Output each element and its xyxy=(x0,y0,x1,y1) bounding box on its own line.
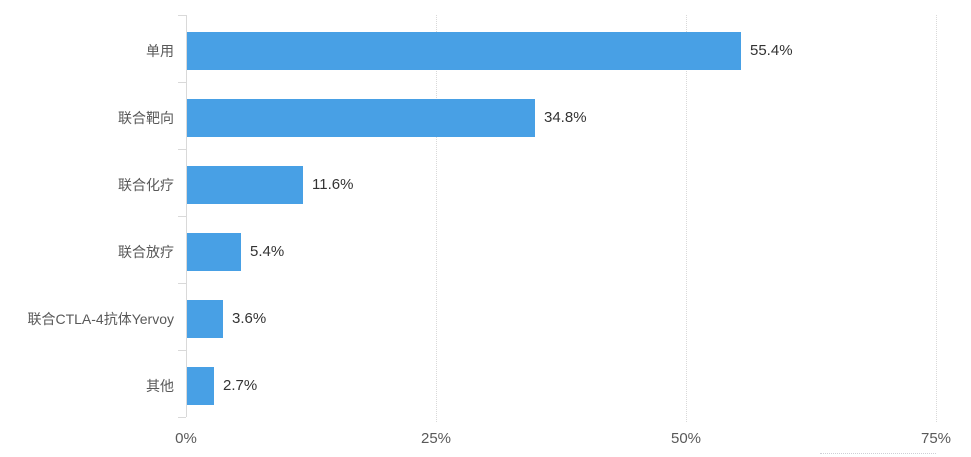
value-label: 3.6% xyxy=(232,310,267,327)
axis-tick xyxy=(178,15,186,16)
category-label: 单用 xyxy=(146,43,174,59)
x-tick-label: 0% xyxy=(175,430,197,447)
bar xyxy=(187,233,241,271)
value-label: 55.4% xyxy=(750,42,793,59)
axis-tick xyxy=(178,283,186,284)
category-label: 联合CTLA-4抗体Yervoy xyxy=(27,311,174,327)
category-label: 联合靶向 xyxy=(118,110,174,126)
category-label: 联合放疗 xyxy=(118,244,174,260)
value-label: 5.4% xyxy=(250,243,285,260)
value-label: 34.8% xyxy=(544,109,587,126)
axis-tick xyxy=(178,82,186,83)
axis-tick xyxy=(178,216,186,217)
value-label: 11.6% xyxy=(312,176,354,193)
value-label: 2.7% xyxy=(223,377,258,394)
axis-tick xyxy=(178,149,186,150)
x-tick-label: 50% xyxy=(670,430,702,447)
bar xyxy=(187,99,535,137)
y-axis-line xyxy=(186,15,187,417)
axis-tick xyxy=(178,417,186,418)
dotted-edge-line xyxy=(820,453,936,454)
x-tick-label: 75% xyxy=(920,430,952,447)
axis-tick xyxy=(178,350,186,351)
x-tick-label: 25% xyxy=(420,430,452,447)
bar xyxy=(187,32,741,70)
category-label: 联合化疗 xyxy=(118,177,174,193)
bar xyxy=(187,367,214,405)
gridline xyxy=(686,15,687,422)
bar xyxy=(187,166,303,204)
gridline xyxy=(436,15,437,422)
category-label: 其他 xyxy=(146,378,174,394)
bar xyxy=(187,300,223,338)
gridline xyxy=(936,15,937,422)
